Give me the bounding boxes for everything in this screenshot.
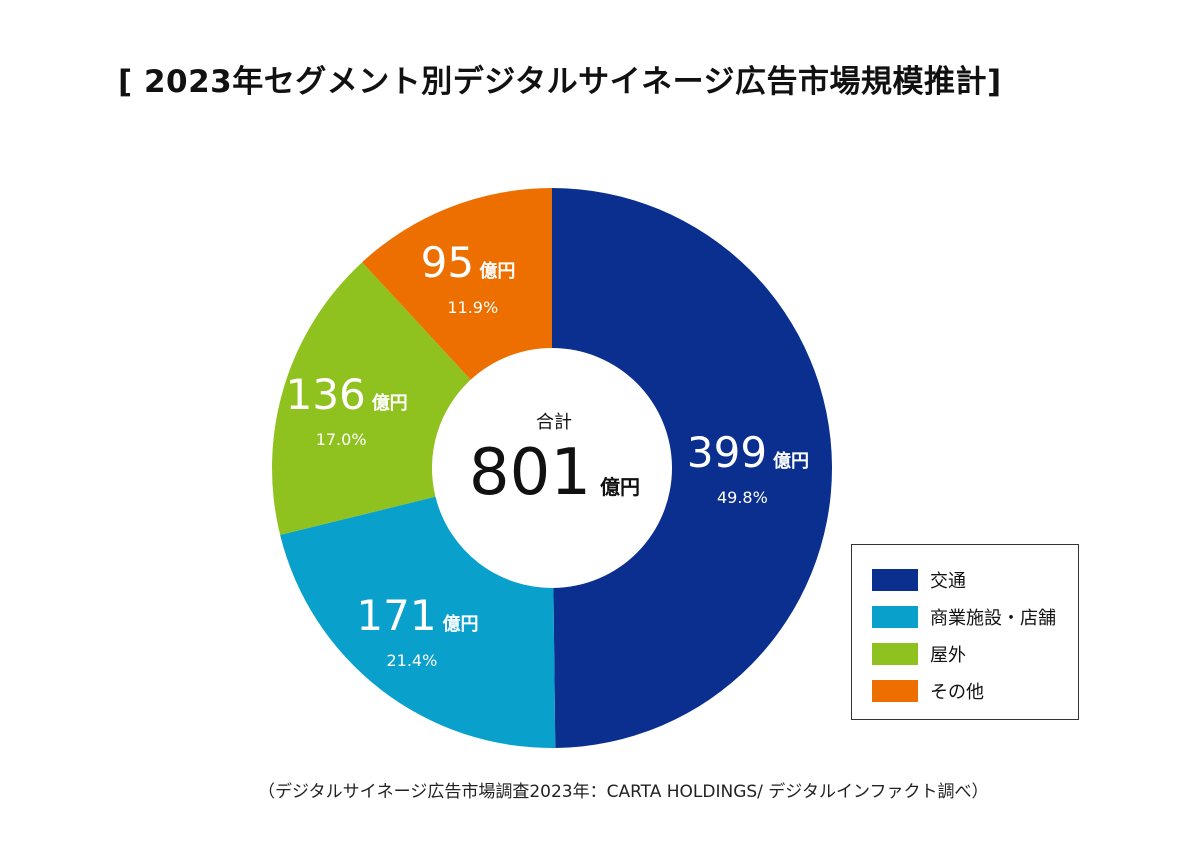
slice-percent-outdoor: 17.0%	[316, 430, 367, 449]
legend-item-commercial: 商業施設・店舗	[872, 598, 1078, 635]
legend-item-outdoor: 屋外	[872, 635, 1078, 672]
slice-percent-transport: 49.8%	[717, 488, 768, 507]
slice-unit-outdoor: 億円	[372, 392, 408, 414]
slice-label-other: 95 億円 11.9%	[421, 238, 516, 317]
center-unit: 億円	[600, 475, 640, 499]
slice-label-commercial: 171 億円 21.4%	[356, 591, 478, 670]
slice-transport	[552, 188, 832, 748]
slice-unit-commercial: 億円	[442, 613, 478, 635]
slice-percent-commercial: 21.4%	[386, 651, 437, 670]
slice-label-transport: 399 億円 49.8%	[687, 428, 809, 507]
legend-swatch-transport	[872, 568, 918, 591]
legend-label: 交通	[930, 570, 966, 592]
slice-label-outdoor: 136 億円 17.0%	[286, 370, 408, 449]
center-total: 801	[469, 436, 591, 510]
source-note: （デジタルサイネージ広告市場調査2023年：CARTA HOLDINGS/ デジ…	[258, 782, 989, 802]
legend-swatch-outdoor	[872, 642, 918, 665]
legend-label: 商業施設・店舗	[930, 607, 1056, 629]
slice-value-outdoor: 136	[286, 370, 366, 419]
chart-legend: 交通 商業施設・店舗 屋外 その他	[851, 544, 1079, 720]
slice-other	[362, 188, 552, 380]
legend-label: 屋外	[930, 644, 966, 666]
center-label: 合計	[536, 412, 572, 433]
slice-value-transport: 399	[687, 428, 767, 477]
slice-unit-other: 億円	[479, 260, 515, 282]
legend-swatch-commercial	[872, 605, 918, 628]
slice-percent-other: 11.9%	[447, 298, 498, 317]
legend-item-other: その他	[872, 672, 1078, 709]
legend-item-transport: 交通	[872, 561, 1078, 598]
legend-label: その他	[930, 681, 984, 703]
slice-commercial	[280, 496, 556, 748]
slice-value-commercial: 171	[356, 591, 436, 640]
slice-unit-transport: 億円	[773, 450, 809, 472]
slice-outdoor	[272, 262, 471, 535]
chart-title: [ 2023年セグメント別デジタルサイネージ広告市場規模推計]	[118, 64, 1002, 100]
slice-value-other: 95	[421, 238, 474, 287]
legend-swatch-other	[872, 679, 918, 702]
